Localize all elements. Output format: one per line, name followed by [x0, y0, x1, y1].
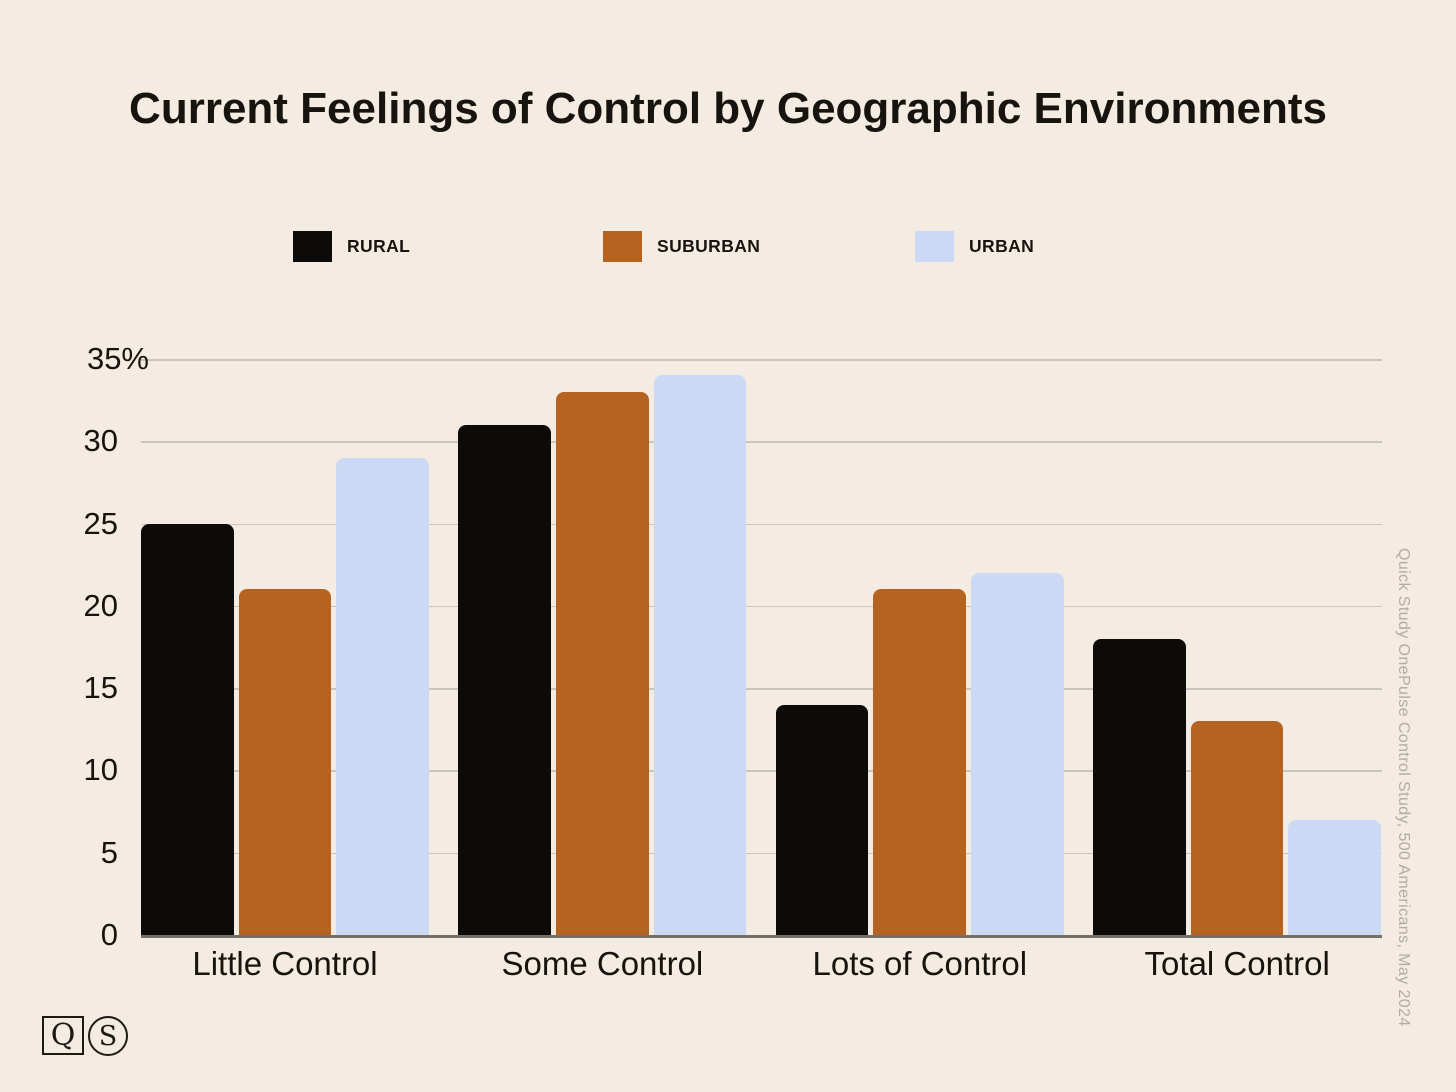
bar-rural-some-control [458, 424, 551, 935]
gridline-35 [141, 359, 1382, 361]
legend-item-urban: URBAN [915, 231, 1034, 262]
gridline-20 [141, 605, 1382, 608]
bar-suburban-some-control [556, 391, 649, 935]
x-axis-label-some-control: Some Control [501, 945, 704, 982]
legend-swatch-suburban [603, 231, 642, 262]
bar-rural-total-control [1093, 638, 1186, 935]
legend-label-urban: URBAN [969, 236, 1035, 256]
legend-label-suburban: SUBURBAN [657, 236, 761, 256]
bar-urban-little-control [336, 457, 429, 935]
y-axis-tick-label-0: 0 [100, 917, 118, 952]
logo-s-mark: S [88, 1016, 128, 1056]
bar-suburban-little-control [238, 589, 332, 935]
legend-swatch-rural [293, 231, 332, 262]
y-axis-tick-label-15: 15 [83, 670, 118, 706]
logo-s-letter: S [98, 1020, 118, 1052]
bar-rural-lots-of-control [775, 704, 869, 935]
logo-q-letter: Q [50, 1017, 76, 1053]
y-axis-tick-label-5: 5 [100, 834, 118, 870]
gridline-5 [141, 852, 1382, 855]
legend-item-rural: RURAL [293, 231, 410, 262]
page-title: Current Feelings of Control by Geographi… [129, 84, 1327, 133]
x-axis-baseline [141, 935, 1382, 938]
bar-suburban-total-control [1190, 721, 1284, 935]
bar-rural-little-control [141, 523, 234, 935]
bar-urban-total-control [1288, 819, 1381, 935]
x-axis-label-little-control: Little Control [192, 945, 378, 982]
gridline-15 [141, 688, 1382, 690]
y-axis-tick-label-10: 10 [83, 752, 118, 788]
source-note: Quick Study OnePulse Control Study, 500 … [1395, 548, 1412, 1027]
gridline-25 [141, 523, 1382, 526]
legend-item-suburban: SUBURBAN [603, 231, 760, 262]
gridline-30 [141, 441, 1382, 443]
legend-label-rural: RURAL [347, 236, 411, 256]
y-axis-tick-label-30: 30 [83, 423, 118, 459]
x-axis-label-total-control: Total Control [1144, 945, 1330, 982]
y-axis-tick-label-20: 20 [83, 587, 118, 623]
y-axis-tick-label-25: 25 [83, 505, 118, 541]
bar-urban-lots-of-control [971, 572, 1064, 935]
bar-urban-some-control [653, 375, 747, 935]
bar-suburban-lots-of-control [873, 589, 966, 935]
gridline-10 [141, 770, 1382, 772]
logo-q-mark: Q [42, 1016, 84, 1055]
x-axis-label-lots-of-control: Lots of Control [812, 945, 1028, 982]
legend-swatch-urban [915, 231, 954, 262]
y-axis-tick-label-35: 35% [86, 341, 149, 376]
